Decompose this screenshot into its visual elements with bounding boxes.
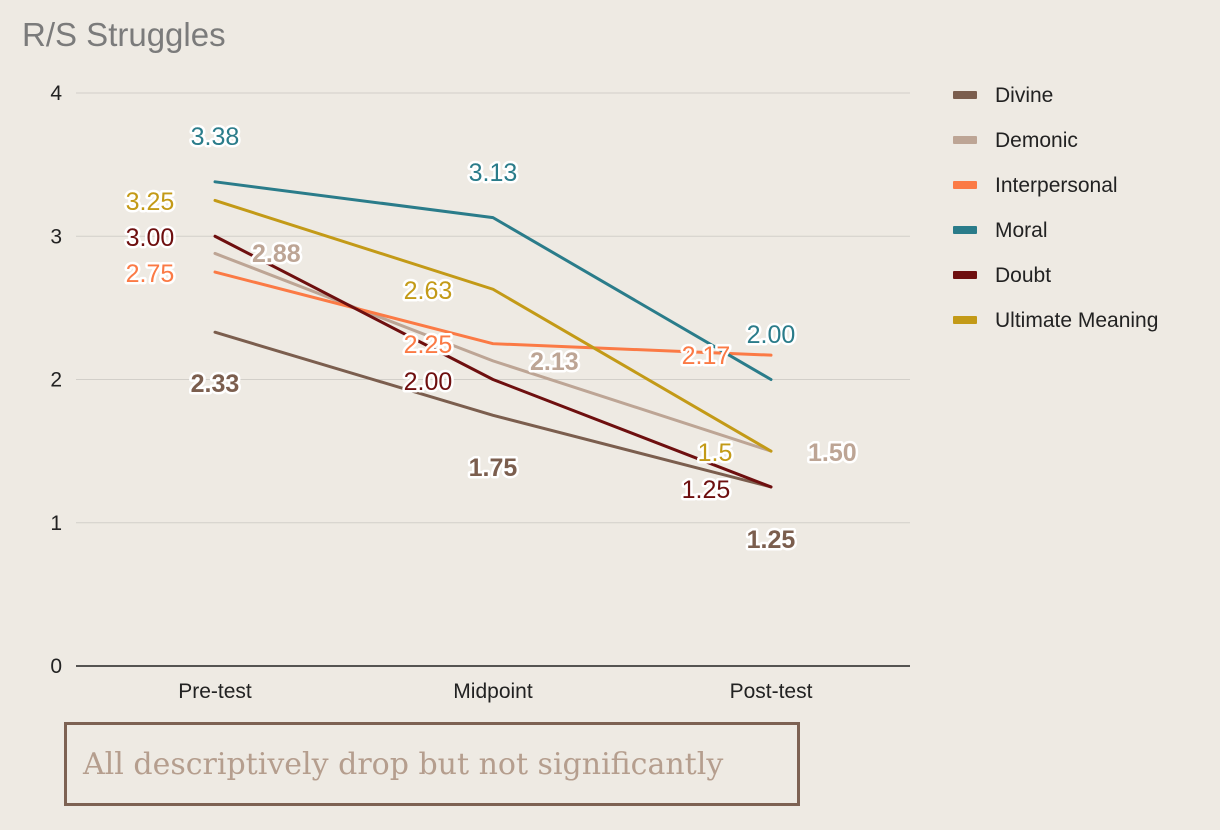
note-box: All descriptively drop but not significa… [64,722,800,806]
series-line-ultimate-meaning [213,198,773,453]
note-text: All descriptively drop but not significa… [83,747,724,782]
y-tick-label-3: 3 [50,225,62,248]
y-tick-label-4: 4 [50,82,62,105]
legend-label-demonic: Demonic [995,129,1078,152]
data-label-ultimate-meaning-1: 2.63 [404,277,453,305]
x-tick-label-midpoint: Midpoint [453,680,533,703]
series-line-moral [213,180,773,381]
data-label-doubt-1: 2.00 [404,368,453,396]
chart-title: R/S Struggles [22,16,226,53]
legend-swatch-demonic [953,136,977,144]
x-tick-label-pre-test: Pre-test [178,680,252,703]
legend-swatch-doubt [953,271,977,279]
legend-label-ultimate-meaning: Ultimate Meaning [995,309,1158,332]
data-label-doubt-2: 1.25 [682,476,731,504]
legend-label-doubt: Doubt [995,264,1051,287]
data-label-moral-2: 2.00 [747,321,796,349]
legend-swatch-ultimate-meaning [953,316,977,324]
data-label-demonic-2: 1.50 [808,439,857,467]
series-line-interpersonal [213,270,773,357]
legend-swatch-divine [953,91,977,99]
data-label-divine-0: 2.33 [191,370,240,398]
legend-label-divine: Divine [995,84,1053,107]
legend-swatch-interpersonal [953,181,977,189]
legend-label-moral: Moral [995,219,1048,242]
data-label-interpersonal-0: 2.75 [126,260,175,288]
data-label-interpersonal-1: 2.25 [404,331,453,359]
data-label-ultimate-meaning-0: 3.25 [126,188,175,216]
legend-label-interpersonal: Interpersonal [995,174,1118,197]
y-tick-label-0: 0 [50,655,62,678]
data-label-divine-1: 1.75 [469,454,518,482]
data-label-ultimate-meaning-2: 1.5 [698,439,733,467]
data-label-demonic-1: 2.13 [530,348,579,376]
x-tick-label-post-test: Post-test [730,680,813,703]
y-tick-label-1: 1 [50,512,62,535]
legend-swatch-moral [953,226,977,234]
series-line-doubt [213,234,773,489]
data-label-divine-2: 1.25 [747,526,796,554]
data-label-demonic-0: 2.88 [252,240,301,268]
series-line-divine [213,330,773,489]
data-label-moral-1: 3.13 [469,159,518,187]
data-label-doubt-0: 3.00 [126,224,175,252]
data-label-moral-0: 3.38 [191,123,240,151]
chart-plot: 0 1 2 3 4 Pre-test Midpoint Post-test 2.33 1.75 1.… [50,82,1158,703]
data-label-interpersonal-2: 2.17 [682,342,731,370]
y-tick-label-2: 2 [50,369,62,392]
series-line-demonic [213,251,773,453]
